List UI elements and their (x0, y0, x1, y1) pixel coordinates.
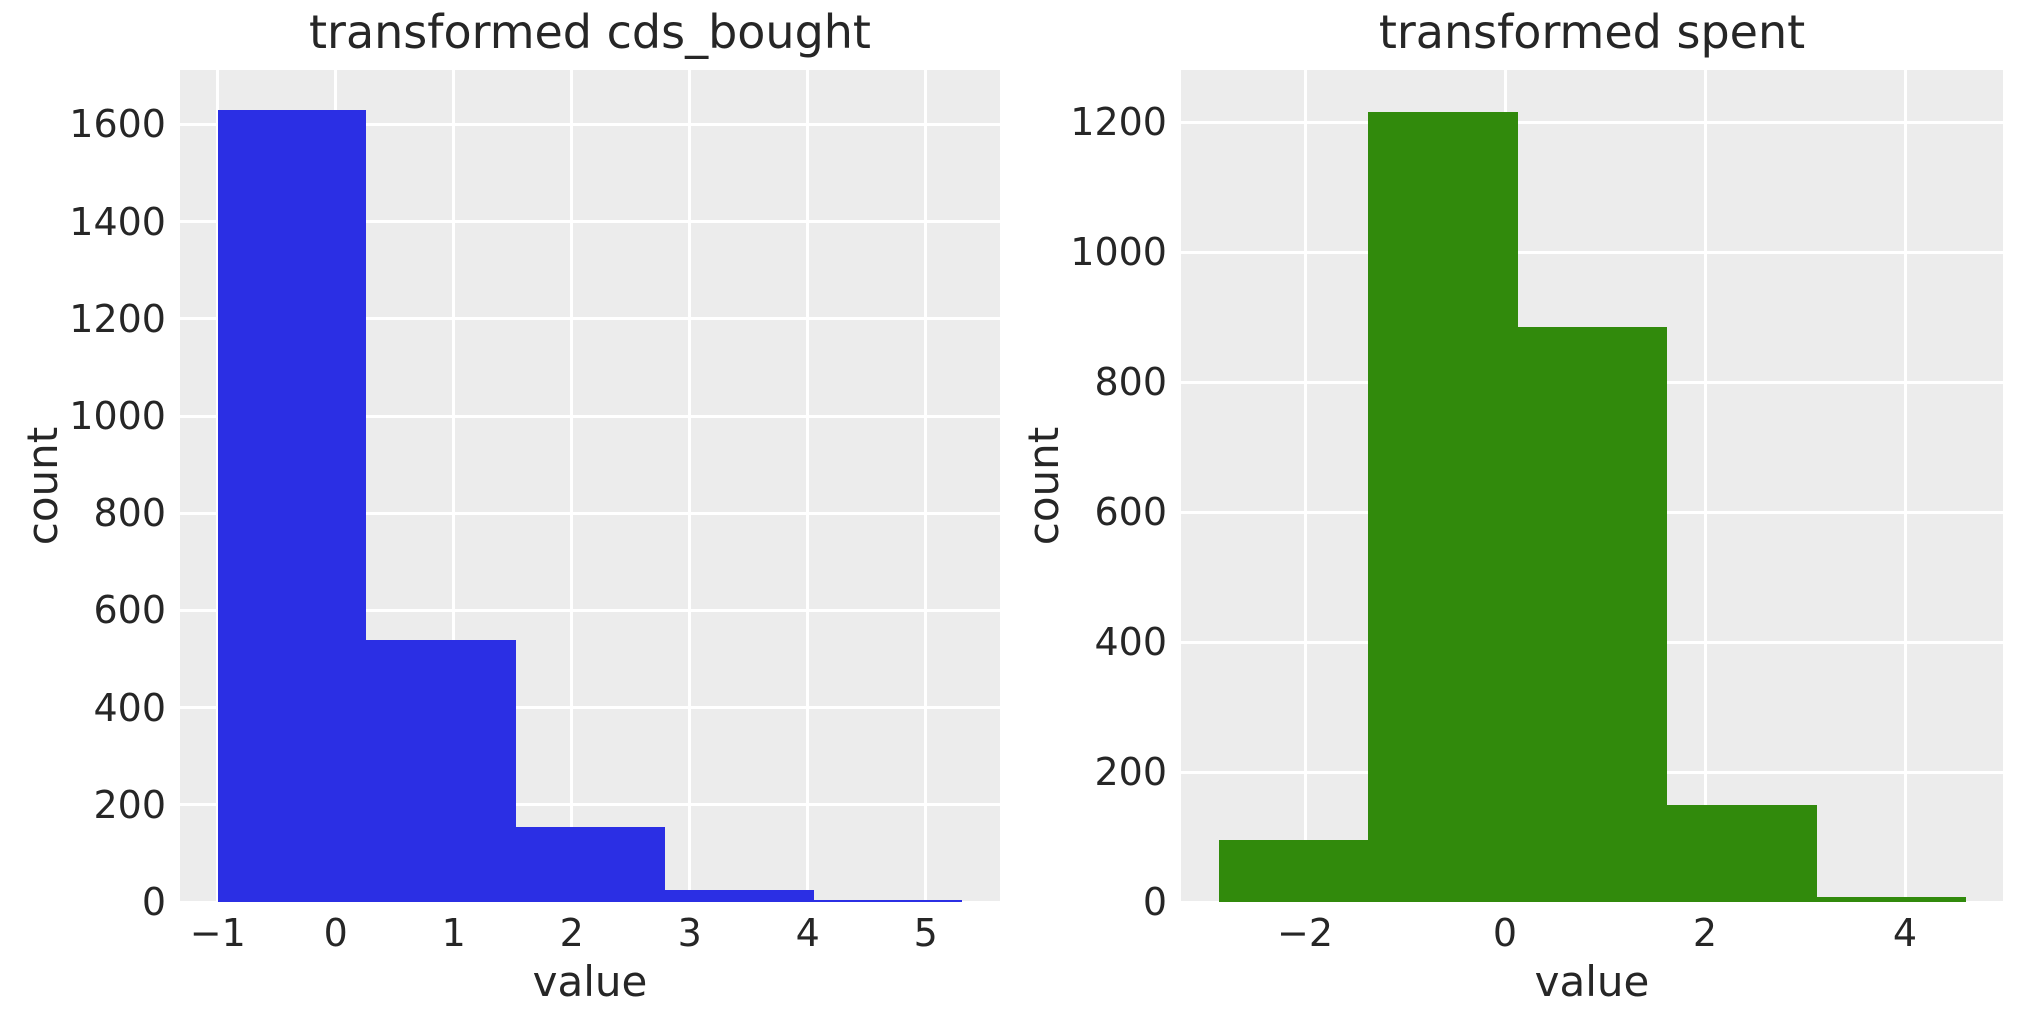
y-tick-label: 800 (1094, 360, 1167, 404)
x-tick-label: 5 (913, 911, 938, 955)
histogram-bar (1219, 840, 1368, 902)
y-tick-label: 1000 (69, 394, 166, 439)
y-gridline (180, 608, 1000, 612)
histogram-bar (217, 109, 367, 902)
histogram-bar (1667, 804, 1817, 902)
y-gridline (1181, 120, 2003, 124)
plot-area (180, 70, 1000, 902)
histogram-bar (664, 889, 814, 902)
y-tick-label: 400 (93, 685, 166, 730)
y-gridline (180, 414, 1000, 418)
x-tick-label: 1 (441, 911, 466, 955)
y-gridline (180, 803, 1000, 807)
x-gridline (1703, 70, 1707, 902)
y-tick-label: 1600 (69, 102, 166, 147)
y-tick-label: 1000 (1070, 230, 1167, 274)
x-gridline (688, 70, 692, 902)
x-tick-label: 3 (677, 911, 702, 955)
x-tick-label: −2 (1276, 911, 1334, 955)
chart-title: transformed spent (1378, 5, 1806, 59)
x-gridline (1903, 70, 1907, 902)
y-tick-label: 1200 (69, 296, 166, 341)
x-gridline (570, 70, 574, 902)
x-axis-label: value (532, 957, 648, 1006)
y-gridline (180, 706, 1000, 710)
x-tick-label: 2 (1692, 911, 1718, 955)
y-tick-label: 0 (141, 880, 166, 924)
x-tick-label: 2 (559, 911, 584, 955)
y-tick-label: 800 (93, 491, 166, 536)
y-tick-label: 400 (1094, 620, 1167, 664)
x-tick-label: −1 (189, 911, 246, 955)
y-gridline (180, 317, 1000, 321)
histogram-bar (1368, 112, 1518, 902)
histogram-bar (1817, 897, 1966, 902)
x-gridline (452, 70, 456, 902)
x-gridline (806, 70, 810, 902)
x-gridline (924, 70, 928, 902)
y-tick-label: 1200 (1070, 100, 1167, 144)
y-gridline (180, 122, 1000, 126)
histogram-bar (516, 826, 665, 902)
x-tick-label: 4 (795, 911, 820, 955)
x-tick-label: 0 (1492, 911, 1518, 955)
chart-title: transformed cds_bought (309, 5, 871, 59)
x-gridline (1303, 70, 1307, 902)
y-tick-label: 600 (93, 588, 166, 633)
y-tick-label: 600 (1094, 490, 1167, 534)
x-tick-label: 4 (1892, 911, 1918, 955)
histogram-bar (366, 639, 517, 902)
y-tick-label: 200 (93, 782, 166, 827)
y-gridline (180, 511, 1000, 515)
x-axis-label: value (1534, 957, 1650, 1006)
y-tick-label: 0 (1142, 880, 1167, 924)
histogram-bar (813, 899, 963, 902)
y-gridline (1181, 250, 2003, 254)
plot-area (1181, 70, 2003, 902)
y-tick-label: 1400 (69, 199, 166, 244)
y-gridline (180, 220, 1000, 224)
x-tick-label: 0 (323, 911, 348, 955)
y-tick-label: 200 (1094, 750, 1167, 794)
histogram-bar (1518, 326, 1667, 902)
